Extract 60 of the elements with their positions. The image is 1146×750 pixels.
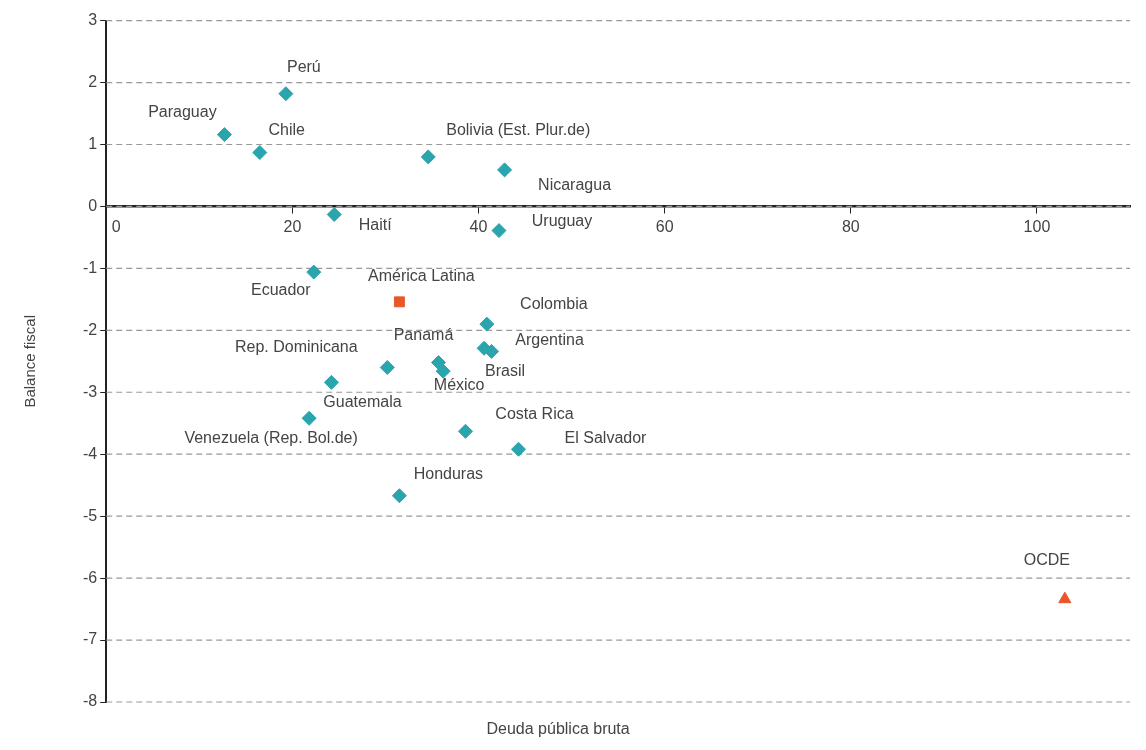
annotation: El Salvador — [564, 428, 648, 446]
point — [393, 296, 405, 308]
y-tick-label: -1 — [82, 258, 98, 276]
annotation: Panamá — [393, 325, 454, 343]
point — [326, 206, 342, 222]
annotation: Colombia — [520, 294, 588, 312]
point — [252, 145, 268, 161]
series-label: OCDE — [1023, 550, 1070, 568]
annotation: Guatemala — [323, 392, 402, 410]
annotation: Ecuador — [250, 280, 312, 298]
y-tick-label: -2 — [82, 320, 98, 338]
point — [216, 127, 232, 143]
x-axis-title: Deuda pública bruta — [486, 720, 630, 738]
x-tick-label: 0 — [111, 217, 121, 235]
annotation: Rep. Dominicana — [234, 337, 358, 355]
x-tick-label: 100 — [1023, 217, 1051, 235]
annotation: Costa Rica — [495, 404, 574, 422]
x-tick-label: 20 — [283, 217, 302, 235]
annotation: México — [433, 375, 485, 393]
annotation: Venezuela (Rep. Bol.de) — [184, 428, 358, 446]
y-tick-label: 1 — [88, 134, 98, 152]
y-tick-label: -3 — [82, 382, 98, 400]
y-axis-title: Balance fiscal — [21, 315, 39, 408]
point — [457, 423, 473, 439]
y-tick-label: -5 — [82, 506, 98, 524]
annotation: Paraguay — [148, 102, 217, 120]
annotation: Uruguay — [531, 212, 593, 229]
annotation: Argentina — [515, 330, 584, 348]
y-tick-label: 3 — [88, 11, 98, 29]
y-tick-label: -6 — [82, 568, 98, 586]
annotation: Bolivia (Est. Plur.de) — [446, 121, 591, 139]
annotation: Brasil — [485, 361, 526, 379]
y-tick-label: -4 — [82, 444, 98, 462]
point — [323, 374, 339, 390]
y-tick-label: -7 — [82, 630, 98, 648]
annotation: Perú — [286, 58, 321, 76]
annotation: Chile — [268, 120, 306, 138]
point — [497, 162, 513, 178]
point — [491, 223, 507, 239]
annotation: Haití — [358, 215, 393, 233]
annotation: Nicaragua — [538, 176, 612, 194]
point — [278, 86, 294, 102]
point — [511, 441, 527, 457]
point — [479, 316, 495, 332]
point — [391, 488, 407, 504]
x-tick-label: 80 — [841, 217, 860, 235]
y-tick-label: -8 — [82, 692, 98, 710]
point — [476, 340, 492, 356]
point — [420, 149, 436, 165]
y-tick-label: 2 — [88, 72, 98, 90]
point — [435, 363, 451, 379]
x-tick-label: 40 — [469, 217, 488, 235]
point — [301, 410, 317, 426]
annotation: Honduras — [413, 465, 484, 483]
point — [1058, 591, 1072, 604]
series-label: América Latina — [368, 267, 475, 285]
y-tick-label: 0 — [88, 196, 98, 214]
point — [306, 264, 322, 280]
x-tick-label: 60 — [655, 217, 674, 235]
point — [379, 360, 395, 375]
